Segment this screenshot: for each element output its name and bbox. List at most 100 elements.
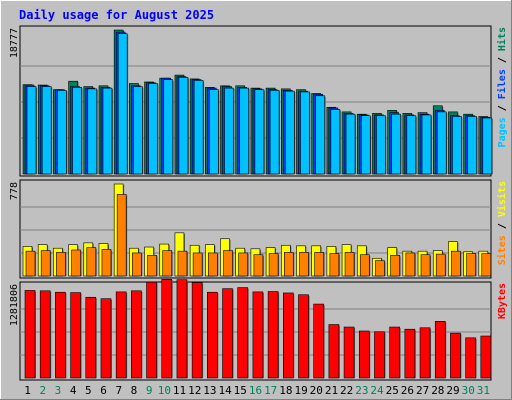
y-max-label: 778 [9, 182, 20, 200]
bar-sites-day-5 [86, 247, 97, 277]
bar-pages-day-25 [391, 113, 401, 175]
bar-kbytes-day-14 [222, 288, 233, 379]
x-label-day-3: 3 [55, 384, 62, 397]
x-label-day-10: 10 [158, 384, 171, 397]
bar-sites-day-25 [390, 255, 400, 277]
bar-sites-day-23 [359, 254, 370, 277]
bar-pages-day-22 [345, 113, 356, 175]
bar-pages-day-13 [209, 89, 219, 175]
bar-sites-day-18 [283, 252, 294, 277]
bar-pages-day-8 [133, 86, 143, 175]
bar-sites-day-22 [344, 252, 355, 277]
bar-sites-day-17 [268, 253, 279, 277]
bar-kbytes-day-27 [419, 327, 431, 379]
bar-kbytes-day-6 [100, 298, 112, 379]
x-label-day-12: 12 [188, 384, 201, 397]
bar-pages-day-19 [300, 91, 310, 175]
x-label-day-11: 11 [173, 384, 186, 397]
bar-kbytes-day-25 [389, 326, 400, 379]
legend-visits: Visits [496, 181, 508, 217]
bar-sites-day-21 [329, 253, 340, 277]
bar-pages-day-26 [406, 115, 417, 175]
bar-pages-day-30 [467, 116, 477, 175]
bar-pages-day-6 [102, 87, 113, 175]
x-label-day-5: 5 [85, 384, 92, 397]
panel-visits-sites: 778 Sites / Visits [9, 179, 508, 279]
bar-sites-day-1 [25, 250, 36, 277]
x-label-day-21: 21 [325, 384, 338, 397]
x-label-day-31: 31 [477, 384, 490, 397]
legend: KBytes [497, 283, 508, 319]
bar-sites-day-12 [192, 252, 203, 277]
bar-pages-day-10 [163, 79, 174, 175]
legend-separator: / [497, 99, 508, 117]
bar-pages-day-29 [452, 116, 462, 175]
bar-pages-day-11 [178, 77, 189, 175]
x-label-day-24: 24 [370, 384, 384, 397]
bar-kbytes-day-21 [328, 324, 340, 379]
x-label-day-19: 19 [294, 384, 307, 397]
bar-kbytes-day-12 [191, 282, 203, 379]
legend-pages: Pages [497, 117, 508, 147]
bar-kbytes-day-28 [434, 320, 446, 379]
bar-kbytes-day-24 [374, 331, 385, 379]
bar-kbytes-day-26 [404, 328, 416, 379]
bar-pages-day-1 [26, 86, 37, 175]
bar-sites-day-9 [147, 255, 157, 277]
x-label-day-7: 7 [115, 384, 122, 397]
bar-kbytes-day-10 [161, 279, 173, 379]
bar-pages-day-3 [57, 90, 67, 175]
bar-kbytes-day-5 [85, 296, 97, 379]
panel-hits-files-pages: 18777 Pages / Files / Hits [9, 25, 508, 177]
bar-pages-day-21 [330, 109, 341, 175]
bar-sites-day-24 [375, 260, 385, 277]
x-label-day-23: 23 [355, 384, 368, 397]
bar-sites-day-11 [177, 250, 188, 277]
panels-group: 18777 Pages / Files / Hits 778 Sites / Visi… [9, 25, 508, 381]
x-label-day-8: 8 [131, 384, 138, 397]
bar-pages-day-31 [482, 117, 493, 175]
x-label-day-22: 22 [340, 384, 353, 397]
x-label-day-13: 13 [203, 384, 216, 397]
legend-separator: / [497, 51, 508, 69]
x-label-day-29: 29 [446, 384, 459, 397]
bar-kbytes-day-7 [115, 291, 127, 379]
x-label-day-4: 4 [70, 384, 77, 397]
chart-title: Daily usage for August 2025 [19, 8, 214, 22]
legend: Pages / Files / Hits [496, 27, 508, 147]
bar-sites-day-14 [223, 250, 233, 277]
legend-files: Files [496, 69, 508, 99]
bar-kbytes-day-19 [298, 294, 309, 379]
x-label-day-15: 15 [234, 384, 247, 397]
bar-pages-day-24 [376, 115, 386, 175]
bar-kbytes-day-22 [343, 326, 355, 379]
legend-sites: Sites [496, 235, 508, 265]
bar-pages-day-12 [193, 80, 204, 175]
bar-pages-day-18 [284, 90, 295, 175]
x-label-day-20: 20 [310, 384, 323, 397]
bar-sites-day-16 [253, 254, 264, 277]
bar-kbytes-day-2 [39, 290, 51, 379]
x-label-day-27: 27 [416, 384, 429, 397]
bar-kbytes-day-16 [252, 291, 264, 379]
bar-kbytes-day-9 [146, 281, 157, 379]
bar-pages-day-28 [436, 111, 447, 175]
x-label-day-2: 2 [39, 384, 46, 397]
x-axis-labels: 1 2 3 4 5 6 7 8 9 10 11 12 13 14 15 16 17 18 19 20 21 22 23 24 2… [24, 384, 490, 397]
bar-pages-day-15 [239, 87, 250, 175]
x-label-day-1: 1 [24, 384, 31, 397]
legend-hits: Hits [496, 27, 508, 51]
x-label-day-17: 17 [264, 384, 277, 397]
bar-pages-day-14 [224, 87, 234, 175]
bar-sites-day-2 [40, 250, 51, 277]
bar-pages-day-20 [315, 95, 325, 175]
x-label-day-30: 30 [462, 384, 475, 397]
bar-sites-day-28 [435, 253, 446, 277]
bar-kbytes-day-11 [176, 279, 188, 379]
bar-kbytes-day-15 [237, 287, 249, 379]
legend: Sites / Visits [496, 181, 508, 265]
bar-sites-day-13 [208, 252, 218, 277]
bar-kbytes-day-23 [358, 330, 370, 379]
bar-sites-day-3 [56, 252, 66, 277]
